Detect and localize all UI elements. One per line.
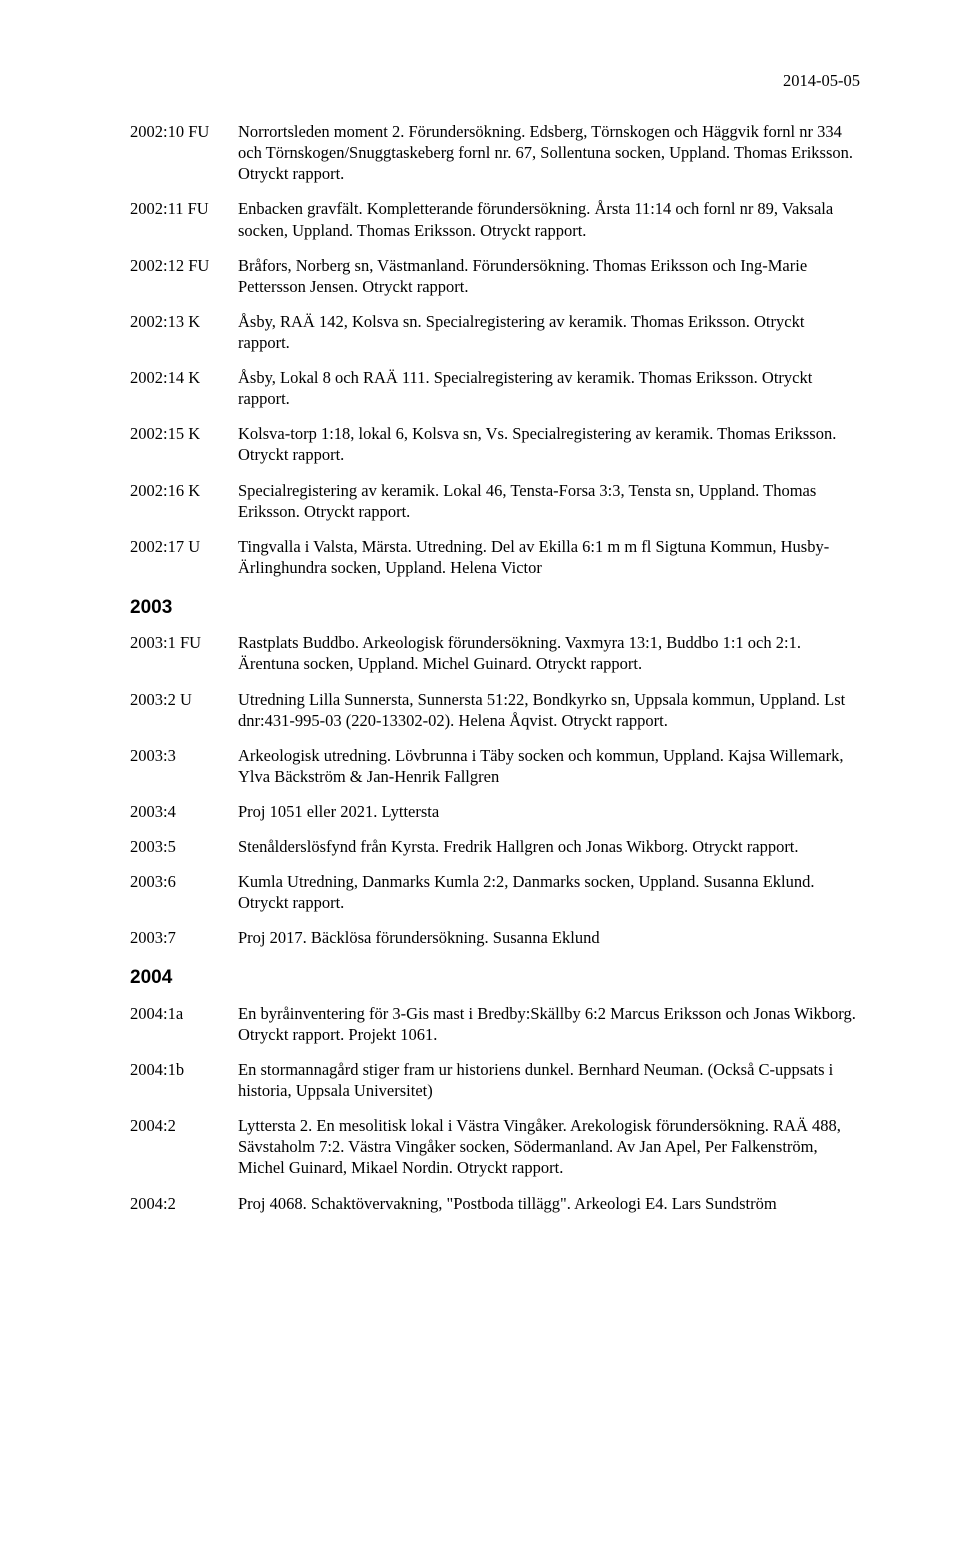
entry-text: En stormannagård stiger fram ur historie… — [238, 1059, 860, 1101]
entry-code: 2002:14 K — [130, 367, 238, 409]
entry-row: 2003:4 Proj 1051 eller 2021. Lyttersta — [130, 801, 860, 822]
entry-row: 2003:5 Stenålderslösfynd från Kyrsta. Fr… — [130, 836, 860, 857]
entry-text: En byråinventering för 3-Gis mast i Bred… — [238, 1003, 860, 1045]
entry-code: 2003:6 — [130, 871, 238, 913]
entry-text: Kolsva-torp 1:18, lokal 6, Kolsva sn, Vs… — [238, 423, 860, 465]
entry-text: Proj 2017. Bäcklösa förundersökning. Sus… — [238, 927, 860, 948]
entry-code: 2004:1a — [130, 1003, 238, 1045]
entry-code: 2002:10 FU — [130, 121, 238, 184]
entry-text: Proj 4068. Schaktövervakning, "Postboda … — [238, 1193, 860, 1214]
entry-row: 2003:3 Arkeologisk utredning. Lövbrunna … — [130, 745, 860, 787]
entry-row: 2003:7 Proj 2017. Bäcklösa förundersökni… — [130, 927, 860, 948]
entry-text: Bråfors, Norberg sn, Västmanland. Förund… — [238, 255, 860, 297]
entry-text: Åsby, RAÄ 142, Kolsva sn. Specialregiste… — [238, 311, 860, 353]
entry-code: 2002:17 U — [130, 536, 238, 578]
entry-code: 2003:7 — [130, 927, 238, 948]
entry-row: 2002:16 K Specialregistering av keramik.… — [130, 480, 860, 522]
entry-code: 2003:5 — [130, 836, 238, 857]
entry-text: Rastplats Buddbo. Arkeologisk förundersö… — [238, 632, 860, 674]
entry-row: 2002:11 FU Enbacken gravfält. Kompletter… — [130, 198, 860, 240]
entry-code: 2002:15 K — [130, 423, 238, 465]
entry-text: Utredning Lilla Sunnersta, Sunnersta 51:… — [238, 689, 860, 731]
entries-2003: 2003:1 FU Rastplats Buddbo. Arkeologisk … — [130, 632, 860, 948]
entry-row: 2002:15 K Kolsva-torp 1:18, lokal 6, Kol… — [130, 423, 860, 465]
year-heading-2003: 2003 — [130, 596, 860, 620]
entry-code: 2003:3 — [130, 745, 238, 787]
entry-row: 2003:6 Kumla Utredning, Danmarks Kumla 2… — [130, 871, 860, 913]
entry-row: 2002:17 U Tingvalla i Valsta, Märsta. Ut… — [130, 536, 860, 578]
entry-code: 2003:2 U — [130, 689, 238, 731]
entry-text: Norrortsleden moment 2. Förundersökning.… — [238, 121, 860, 184]
entry-row: 2002:12 FU Bråfors, Norberg sn, Västmanl… — [130, 255, 860, 297]
entry-text: Lyttersta 2. En mesolitisk lokal i Västr… — [238, 1115, 860, 1178]
entry-code: 2002:11 FU — [130, 198, 238, 240]
entry-text: Arkeologisk utredning. Lövbrunna i Täby … — [238, 745, 860, 787]
entry-code: 2004:2 — [130, 1193, 238, 1214]
entry-code: 2002:13 K — [130, 311, 238, 353]
entry-text: Proj 1051 eller 2021. Lyttersta — [238, 801, 860, 822]
year-heading-2004: 2004 — [130, 966, 860, 990]
entry-code: 2004:2 — [130, 1115, 238, 1178]
entries-2002: 2002:10 FU Norrortsleden moment 2. Förun… — [130, 121, 860, 578]
entry-text: Specialregistering av keramik. Lokal 46,… — [238, 480, 860, 522]
entry-code: 2004:1b — [130, 1059, 238, 1101]
entry-row: 2004:2 Proj 4068. Schaktövervakning, "Po… — [130, 1193, 860, 1214]
entry-row: 2004:2 Lyttersta 2. En mesolitisk lokal … — [130, 1115, 860, 1178]
entry-code: 2003:4 — [130, 801, 238, 822]
entry-text: Tingvalla i Valsta, Märsta. Utredning. D… — [238, 536, 860, 578]
entry-text: Åsby, Lokal 8 och RAÄ 111. Specialregist… — [238, 367, 860, 409]
entry-code: 2002:16 K — [130, 480, 238, 522]
entry-row: 2002:14 K Åsby, Lokal 8 och RAÄ 111. Spe… — [130, 367, 860, 409]
entry-row: 2002:10 FU Norrortsleden moment 2. Förun… — [130, 121, 860, 184]
entry-row: 2003:2 U Utredning Lilla Sunnersta, Sunn… — [130, 689, 860, 731]
entry-code: 2003:1 FU — [130, 632, 238, 674]
entry-text: Kumla Utredning, Danmarks Kumla 2:2, Dan… — [238, 871, 860, 913]
entry-row: 2004:1b En stormannagård stiger fram ur … — [130, 1059, 860, 1101]
entries-2004: 2004:1a En byråinventering för 3-Gis mas… — [130, 1003, 860, 1214]
entry-text: Stenålderslösfynd från Kyrsta. Fredrik H… — [238, 836, 860, 857]
entry-row: 2003:1 FU Rastplats Buddbo. Arkeologisk … — [130, 632, 860, 674]
document-date: 2014-05-05 — [130, 70, 860, 91]
entry-text: Enbacken gravfält. Kompletterande förund… — [238, 198, 860, 240]
entry-row: 2002:13 K Åsby, RAÄ 142, Kolsva sn. Spec… — [130, 311, 860, 353]
entry-code: 2002:12 FU — [130, 255, 238, 297]
entry-row: 2004:1a En byråinventering för 3-Gis mas… — [130, 1003, 860, 1045]
